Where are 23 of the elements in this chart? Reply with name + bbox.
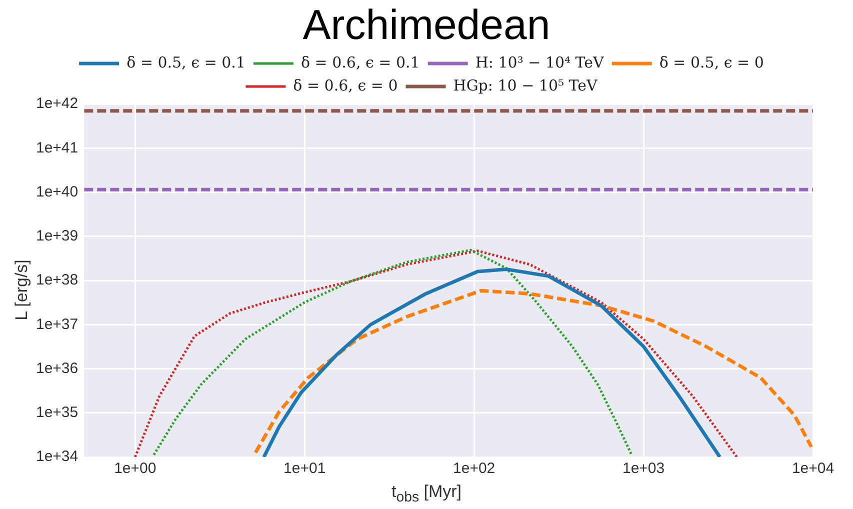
y-tick-label: 1e+37 [36,316,78,333]
x-tick-label: 1e+03 [622,460,665,478]
legend-label: δ = 0.5, ϵ = 0 [659,53,764,72]
legend-label: δ = 0.6, ϵ = 0.1 [300,53,420,72]
y-tick-label: 1e+34 [36,448,78,466]
y-tick-label: 1e+39 [36,228,78,245]
y-tick-label: 1e+40 [36,183,78,200]
y-tick-label: 1e+36 [36,360,78,377]
y-tick-label: 1e+42 [36,95,78,112]
y-tick-label: 1e+41 [36,139,78,156]
legend-label: H: 10³ − 10⁴ TeV [475,53,606,72]
chart-title: Archimedean [302,0,552,50]
x-tick-label: 1e+01 [284,460,326,478]
y-tick-label: 1e+35 [36,404,78,422]
legend-label: HGp: 10 − 10⁵ TeV [453,76,599,94]
x-tick-label: 1e+02 [453,460,496,478]
x-tick-label: 1e+04 [792,460,834,478]
x-tick-label: 1e+00 [114,460,156,478]
y-axis-title: L [erg/s] [12,260,32,320]
legend-label: δ = 0.5, ϵ = 0.1 [126,53,246,72]
legend-label: δ = 0.6, ϵ = 0 [293,76,398,94]
y-tick-label: 1e+38 [36,272,78,289]
x-axis-title: t$_{obs}$ [Myr] [390,482,463,505]
